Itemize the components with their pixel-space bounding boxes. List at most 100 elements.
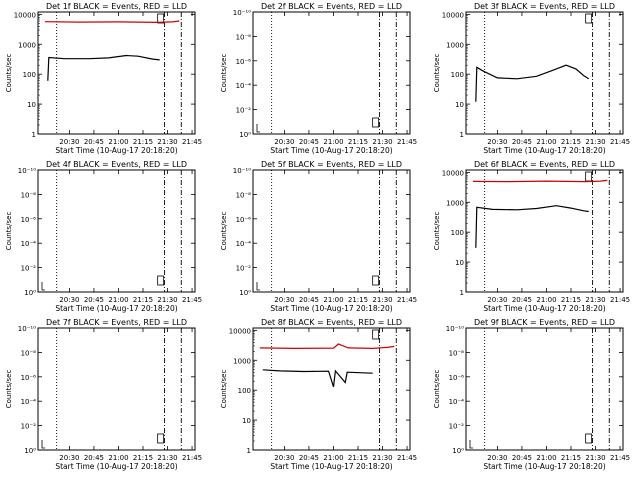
x-tick-label: 21:30 <box>372 454 392 462</box>
x-tick-label: 20:45 <box>512 454 532 462</box>
y-tick-label: 10⁻⁸ <box>21 191 37 199</box>
origin-bracket <box>256 124 260 133</box>
panel-det-6: Det 6f BLACK = Events, RED = LLD 1 10 100 10… <box>433 160 630 313</box>
x-tick-label: 20:30 <box>487 296 507 304</box>
x-tick-label: 20:30 <box>274 454 294 462</box>
y-axis-label: Counts/sec <box>220 212 228 251</box>
x-axis-label: Start Time (10-Aug-17 20:18:20) <box>55 146 177 155</box>
x-tick-label: 20:30 <box>59 296 79 304</box>
x-tick-label: 20:45 <box>84 138 104 146</box>
y-tick-label: 10⁻⁸ <box>236 33 252 41</box>
x-tick-label: 21:00 <box>536 138 556 146</box>
panel-title: Det 1f BLACK = Events, RED = LLD <box>46 2 187 11</box>
y-tick-label: 10⁻² <box>236 107 252 115</box>
x-tick-label: 21:15 <box>133 138 153 146</box>
events-series-line <box>262 369 373 387</box>
x-tick-label: 21:15 <box>348 138 368 146</box>
y-tick-label: 10⁻¹⁰ <box>18 325 36 333</box>
origin-bracket <box>256 282 260 291</box>
y-tick-label: 10⁻⁶ <box>21 374 37 382</box>
x-axis-label: Start Time (10-Aug-17 20:18:20) <box>55 462 177 471</box>
x-tick-label: 21:30 <box>372 138 392 146</box>
y-tick-label: 10000 <box>229 327 251 335</box>
y-axis-label: Counts/sec <box>220 54 228 93</box>
plot-frame <box>252 169 411 293</box>
panel-det-3: Det 3f BLACK = Events, RED = LLD 1 10 100 10… <box>433 2 630 155</box>
saa-marker <box>372 275 380 286</box>
y-tick-label: 10⁻⁴ <box>449 398 465 406</box>
x-tick-label: 21:00 <box>108 296 128 304</box>
y-tick-label: 10⁰ <box>452 447 464 455</box>
y-tick-label: 10⁻⁶ <box>236 58 252 66</box>
panel-title: Det 3f BLACK = Events, RED = LLD <box>474 2 615 11</box>
y-tick-label: 100 <box>238 387 251 395</box>
x-tick-label: 21:30 <box>372 296 392 304</box>
x-tick-label: 20:45 <box>299 454 319 462</box>
x-tick-label: 21:15 <box>561 138 581 146</box>
x-tick-label: 21:15 <box>561 454 581 462</box>
panel-title: Det 6f BLACK = Events, RED = LLD <box>474 160 615 169</box>
x-tick-label: 20:45 <box>512 138 532 146</box>
x-tick-label: 20:45 <box>84 296 104 304</box>
y-tick-label: 1000 <box>446 199 464 207</box>
events-series-line <box>475 205 589 248</box>
x-axis-label: Start Time (10-Aug-17 20:18:20) <box>483 462 605 471</box>
x-axis-label: Start Time (10-Aug-17 20:18:20) <box>270 304 392 313</box>
y-axis-label: Counts/sec <box>5 212 13 251</box>
plot-frame <box>37 11 196 135</box>
x-tick-label: 21:00 <box>536 454 556 462</box>
x-tick-label: 21:00 <box>323 296 343 304</box>
y-tick-label: 10000 <box>442 169 464 177</box>
panel-title: Det 2f BLACK = Events, RED = LLD <box>261 2 402 11</box>
y-tick-label: 10000 <box>14 11 36 19</box>
x-tick-label: 21:30 <box>157 138 177 146</box>
x-axis-label: Start Time (10-Aug-17 20:18:20) <box>483 304 605 313</box>
panel-det-7: Det 7f BLACK = Events, RED = LLD 10⁰ 10⁻² 1… <box>5 318 202 471</box>
y-tick-label: 10⁻² <box>21 265 37 273</box>
plot-frame <box>465 11 624 135</box>
x-tick-label: 20:45 <box>84 454 104 462</box>
y-tick-label: 10⁻⁸ <box>449 349 465 357</box>
x-tick-label: 20:30 <box>274 296 294 304</box>
y-axis-label: Counts/sec <box>433 54 441 93</box>
y-tick-label: 10⁻⁶ <box>21 216 37 224</box>
events-series-line <box>475 64 590 102</box>
lld-series-line <box>472 179 608 183</box>
y-tick-label: 1000 <box>18 41 36 49</box>
y-tick-label: 10⁰ <box>24 289 36 297</box>
y-tick-label: 10⁻¹⁰ <box>233 9 251 17</box>
x-tick-label: 20:30 <box>274 138 294 146</box>
y-tick-label: 10⁻⁴ <box>21 398 37 406</box>
x-tick-label: 21:45 <box>182 454 202 462</box>
y-tick-label: 10⁰ <box>24 447 36 455</box>
x-tick-label: 21:30 <box>585 296 605 304</box>
y-tick-label: 10 <box>27 101 36 109</box>
y-tick-label: 100 <box>451 71 464 79</box>
y-axis-label: Counts/sec <box>5 54 13 93</box>
x-tick-label: 21:45 <box>182 296 202 304</box>
y-axis-label: Counts/sec <box>433 212 441 251</box>
x-tick-label: 21:45 <box>182 138 202 146</box>
panel-title: Det 7f BLACK = Events, RED = LLD <box>46 318 187 327</box>
panel-det-1: Det 1f BLACK = Events, RED = LLD 1 10 100 10… <box>5 2 202 155</box>
y-tick-label: 10⁻² <box>449 423 465 431</box>
plot-frame <box>252 11 411 135</box>
y-tick-label: 10⁻¹⁰ <box>18 167 36 175</box>
y-tick-label: 10⁰ <box>239 289 251 297</box>
panel-det-9: Det 9f BLACK = Events, RED = LLD 10⁰ 10⁻² 1… <box>433 318 630 471</box>
y-axis-label: Counts/sec <box>220 370 228 409</box>
y-tick-label: 10000 <box>442 11 464 19</box>
x-tick-label: 20:30 <box>487 138 507 146</box>
plot-frame <box>37 327 196 451</box>
y-tick-label: 10⁻⁶ <box>236 216 252 224</box>
x-tick-label: 21:15 <box>348 296 368 304</box>
saa-marker <box>585 13 593 24</box>
x-tick-label: 21:45 <box>610 138 630 146</box>
x-axis-label: Start Time (10-Aug-17 20:18:20) <box>55 304 177 313</box>
panel-det-5: Det 5f BLACK = Events, RED = LLD 10⁰ 10⁻² 1… <box>220 160 417 313</box>
plot-frame <box>465 169 624 293</box>
y-tick-label: 10⁰ <box>239 131 251 139</box>
y-tick-label: 10⁻⁸ <box>236 191 252 199</box>
panel-det-8: Det 8f BLACK = Events, RED = LLD 1 10 100 10… <box>220 318 417 471</box>
x-tick-label: 21:45 <box>397 138 417 146</box>
